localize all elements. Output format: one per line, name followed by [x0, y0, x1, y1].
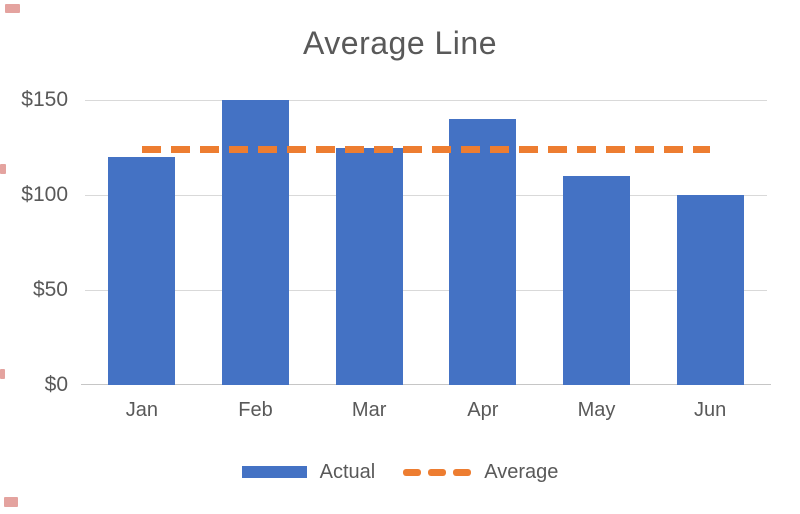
y-axis: $150 $100 $50 $0	[0, 88, 70, 396]
actual-swatch-icon	[241, 466, 307, 478]
y-tick-label: $50	[32, 278, 68, 301]
legend-actual-label: Actual	[319, 460, 376, 483]
chart-title: Average Line	[303, 25, 497, 61]
legend-item-average: Average	[403, 461, 558, 484]
x-axis: Jan Feb Mar Apr May Jun	[85, 399, 767, 425]
gridline	[85, 100, 767, 101]
bar-apr	[449, 119, 517, 385]
y-tick-label: $0	[44, 373, 68, 396]
y-tick-label: $100	[21, 183, 68, 206]
x-tick-label-feb: Feb	[238, 399, 273, 421]
gridline	[85, 195, 767, 196]
average-line	[141, 145, 711, 153]
x-tick-label-jun: Jun	[694, 399, 727, 421]
red-watermark-mark	[5, 4, 20, 13]
average-dash-icon	[403, 468, 472, 476]
red-watermark-mark	[0, 369, 5, 379]
legend-item-actual: Actual	[241, 460, 376, 484]
bar-mar	[335, 147, 403, 385]
bar-feb	[222, 100, 289, 385]
red-watermark-mark	[4, 497, 18, 507]
bar-jun	[676, 195, 744, 385]
bar-may	[563, 176, 630, 385]
legend-average-label: Average	[484, 460, 559, 483]
plot-area	[81, 100, 771, 385]
x-tick-label-jan: Jan	[125, 399, 158, 421]
bar-jan	[108, 157, 176, 385]
gridline	[85, 290, 767, 291]
red-watermark-mark	[0, 164, 6, 174]
x-tick-label-mar: Mar	[351, 399, 387, 421]
y-tick-label: $150	[21, 88, 68, 111]
x-tick-label-may: May	[577, 399, 616, 421]
x-axis-line	[81, 384, 771, 385]
legend: Actual Average	[0, 457, 800, 487]
x-tick-label-apr: Apr	[467, 399, 499, 421]
